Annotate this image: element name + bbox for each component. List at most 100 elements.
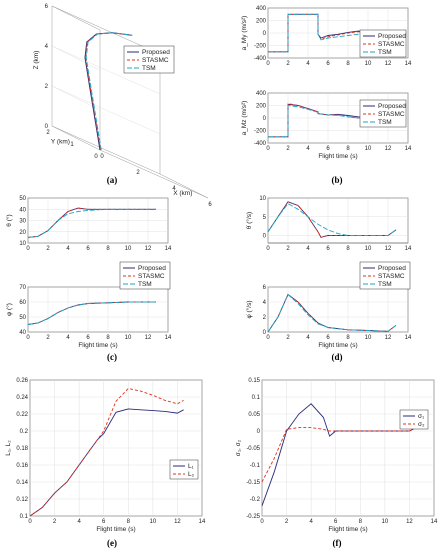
y-axis-label: σ₁, σ₂	[235, 439, 242, 456]
plot-e: 0 2 4 6 8 10 12 14 0.1 0.12 0.14 0.16 0.18 0.2 0.22 0.2…	[5, 378, 206, 533]
legend-entry: Proposed	[138, 265, 166, 272]
x-tick-label: 4	[306, 246, 310, 252]
legend-box	[169, 459, 199, 480]
legend-entry: L₂	[188, 471, 195, 478]
y-tick-label: 0	[263, 116, 267, 122]
x-tick-label: 6	[326, 61, 330, 67]
axis-box-edge	[51, 125, 161, 175]
legend-entry: Proposed	[378, 103, 406, 110]
y-tick-label: 0.2	[20, 429, 29, 435]
y-tick-label: 6	[263, 285, 267, 291]
y-tick-label: -200	[254, 129, 267, 135]
z-tick-label: 4	[45, 44, 49, 50]
panel-label-d: (d)	[332, 352, 343, 362]
panel-label-e: (e)	[107, 538, 117, 548]
x-tick-label: 0	[26, 335, 30, 341]
plot-frame-d1	[267, 197, 409, 244]
panel-label-b: (b)	[332, 175, 343, 185]
x-tick-label: 4	[66, 335, 70, 341]
legend-entry: STASMC	[378, 273, 405, 280]
x-tick-label: 8	[346, 61, 350, 67]
y-tick-label: 70	[19, 285, 26, 291]
legend-entry: Proposed	[142, 49, 170, 56]
y-tick-label: 50	[19, 315, 26, 321]
y-tick-label: -200	[254, 44, 267, 50]
series-line-TSM	[27, 301, 156, 325]
x-tick-label: 12	[145, 335, 152, 341]
y-tick-label: 40	[19, 330, 26, 336]
panel-label-f: (f)	[333, 538, 342, 548]
plot-b2: 0 2 4 6 8 10 12 14 -400 -200 0 200 400 Flight time (s…	[241, 91, 412, 160]
y-tick-label: 0.1	[252, 395, 261, 401]
x-tick-label: 4	[306, 61, 310, 67]
x-tick-label: 6	[326, 146, 330, 152]
plot-frame-c2	[27, 286, 169, 333]
y-tick-label: 5	[263, 215, 267, 221]
x-tick-label: 6	[208, 202, 212, 208]
plot-frame-d2	[267, 286, 409, 333]
legend-entry: σ₂	[418, 421, 425, 428]
axis-box-edge	[159, 173, 209, 199]
x-tick-label: 14	[431, 519, 438, 525]
x-tick-label: 14	[199, 519, 206, 525]
y-tick-label: 2	[263, 315, 267, 321]
y-tick-label: -400	[254, 56, 267, 62]
y-tick-label: 0	[94, 154, 98, 160]
x-tick-label: 10	[365, 335, 372, 341]
grid-line	[51, 45, 161, 95]
plot-f: 0 2 4 6 8 10 12 14 -0.25 -0.2 -0.15 -0.1 -0.05 0 0.05 0…	[235, 378, 438, 533]
y-tick-label: 0.1	[20, 514, 29, 520]
y-axis-label: a_My (m/s²)	[241, 16, 248, 51]
x-tick-label: 14	[405, 146, 412, 152]
series-line-L₂	[29, 388, 184, 517]
x-tick-label: 10	[365, 246, 372, 252]
x-tick-label: 14	[165, 246, 172, 252]
x-tick-label: 4	[77, 519, 81, 525]
x-tick-label: 4	[306, 146, 310, 152]
x-tick-label: 2	[286, 61, 290, 67]
x-tick-label: 6	[102, 519, 106, 525]
plot-d1: 0 2 4 6 8 10 12 14 0 5 10 θ̇ (°/s)	[245, 196, 412, 252]
x-axis-label: X (km)	[173, 190, 192, 197]
y-tick-label: 60	[19, 300, 26, 306]
x-tick-label: 12	[385, 61, 392, 67]
y-tick-label: 400	[256, 91, 267, 97]
y-tick-label: 0.05	[248, 412, 260, 418]
y-axis-label: θ̇ (°/s)	[245, 212, 253, 229]
grid-line	[51, 85, 161, 135]
y-tick-label: -0.1	[250, 463, 261, 469]
legend-entry: σ₁	[418, 413, 425, 420]
y-axis-label: Y (km)	[51, 139, 70, 146]
y-tick-label: 0	[263, 31, 267, 37]
y-axis-label: φ̇ (°/s)	[245, 300, 253, 318]
grid-line	[51, 85, 101, 111]
x-tick-label: 8	[106, 335, 110, 341]
y-tick-label: 0.16	[16, 463, 28, 469]
y-tick-label: 2	[46, 130, 50, 136]
x-tick-label: 2	[46, 246, 50, 252]
y-tick-label: 0.26	[16, 378, 28, 384]
x-tick-label: 6	[334, 519, 338, 525]
x-tick-label: 6	[326, 335, 330, 341]
x-tick-label: 2	[53, 519, 57, 525]
y-tick-label: 0.14	[16, 480, 28, 486]
legend-entry: Proposed	[378, 33, 406, 40]
y-axis-label: θ (°)	[5, 214, 13, 226]
panel-label-c: (c)	[107, 352, 117, 362]
legend-entry: L₁	[188, 463, 195, 470]
y-tick-label: 0	[257, 429, 261, 435]
y-tick-label: 0.12	[16, 497, 28, 503]
y-tick-label: 50	[19, 196, 26, 202]
legend-entry: TSM	[378, 49, 392, 56]
x-tick-label: 0	[100, 154, 104, 160]
plot-c1: 0 2 4 6 8 10 12 14 10 20 30 40 50 θ (°)	[5, 196, 172, 252]
x-tick-label: 0	[260, 519, 264, 525]
legend-entry: STASMC	[378, 111, 405, 118]
grid-line	[51, 45, 101, 71]
x-tick-label: 10	[125, 246, 132, 252]
x-tick-label: 8	[106, 246, 110, 252]
y-axis-label: φ (°)	[5, 303, 13, 316]
